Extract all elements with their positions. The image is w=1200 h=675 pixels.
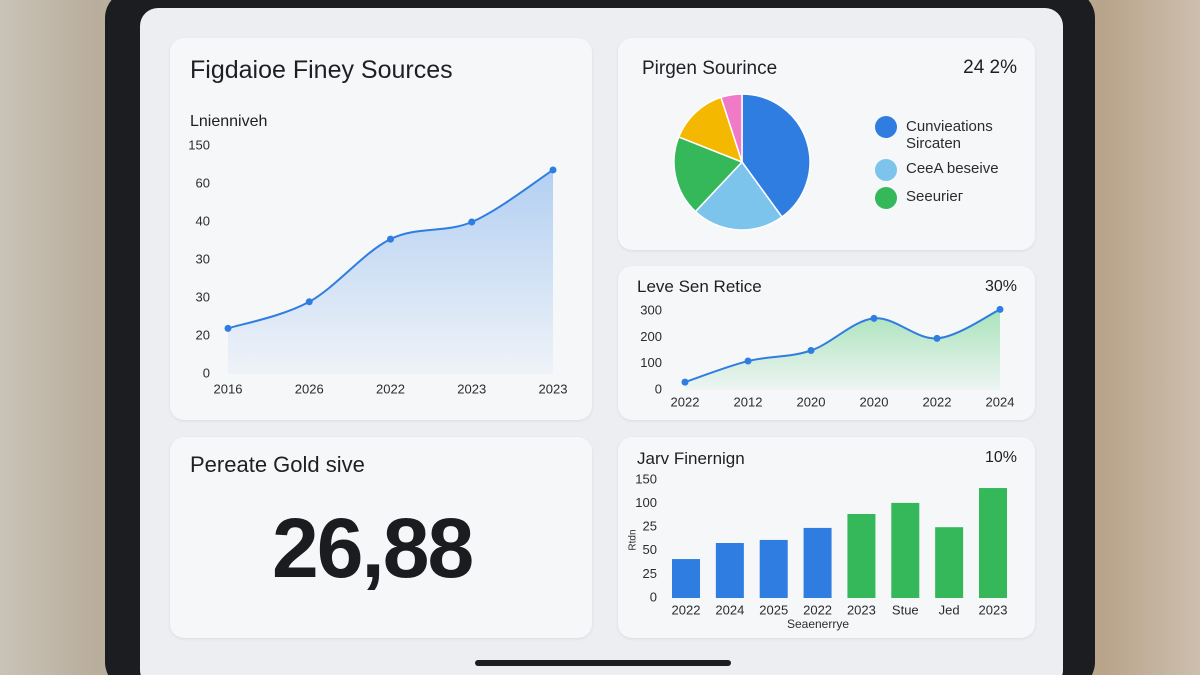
x-tick-label: 2026 (295, 381, 324, 396)
line (684, 308, 1001, 384)
bar (935, 527, 964, 598)
y-tick-label: 300 (640, 302, 662, 317)
point (549, 166, 557, 174)
y-tick-label: 0 (650, 589, 657, 604)
y-tick-label: 60 (196, 175, 210, 190)
pie-slice (741, 93, 811, 219)
point (933, 334, 941, 342)
point (870, 314, 878, 322)
x-tick-label: 2023 (539, 381, 568, 396)
y-tick-label: 0 (203, 365, 210, 380)
y-tick-label: 100 (640, 355, 662, 370)
card-annotation: 30% (984, 278, 1017, 295)
x-tick-label: 2022 (376, 381, 405, 396)
legend-swatch (875, 116, 897, 138)
bar (847, 513, 876, 598)
y-tick-label: 0 (655, 381, 662, 396)
y-tick-label: 200 (640, 329, 662, 344)
y-tick-label: 25 (643, 566, 657, 581)
y-tick-label: 150 (188, 137, 210, 152)
legend-label: CeeA beseive (906, 160, 999, 177)
card-title: Pirgen Sourince (642, 58, 778, 79)
y-tick-label: 20 (196, 327, 210, 342)
point (468, 218, 476, 226)
legend-label: Seeuriег (906, 188, 964, 205)
card (170, 437, 592, 638)
card-subtitle: Lnienniveh (190, 113, 268, 130)
bar (979, 488, 1007, 598)
point (807, 347, 815, 354)
legend-label: Cunvieations Sircaten (906, 118, 993, 152)
x-tick-label: 2012 (734, 394, 763, 409)
card-title: Leve Sen Retice (637, 277, 762, 296)
x-tick-label: 2023 (847, 602, 876, 617)
y-tick-label: 30 (196, 289, 210, 304)
x-tick-label: 2023 (457, 381, 486, 396)
point (681, 378, 689, 386)
point (387, 235, 394, 243)
x-tick-label: 2020 (797, 394, 826, 409)
legend-swatch (875, 187, 897, 209)
x-tick-label: 2023 (979, 602, 1008, 617)
kpi-value: 26,88 (272, 501, 474, 595)
x-tick-label: Jed (939, 602, 960, 617)
point (744, 357, 752, 365)
card-annotation: 24 2% (963, 57, 1017, 78)
bar (803, 527, 832, 598)
x-tick-label: 2022 (672, 602, 701, 617)
area (228, 169, 553, 374)
point (996, 305, 1004, 313)
x-tick-label: 2024 (715, 602, 744, 617)
home-indicator (475, 660, 731, 666)
x-tick-label: 2022 (923, 394, 952, 409)
y-tick-label: 150 (635, 471, 657, 486)
y-tick-label: 50 (643, 542, 657, 557)
x-tick-label: 2024 (986, 394, 1015, 409)
point (305, 298, 313, 306)
bar (672, 559, 700, 598)
x-tick-label: 2022 (803, 602, 832, 617)
y-tick-label: 30 (196, 251, 210, 266)
bar (715, 543, 744, 598)
x-tick-label: 2022 (671, 394, 700, 409)
x-tick-label: 2016 (214, 381, 243, 396)
y-tick-label: 25 (643, 519, 657, 534)
legend-swatch (875, 159, 897, 181)
bar (759, 539, 788, 598)
card-title: Jarv Finernign (637, 449, 745, 468)
x-tick-label: Stue (892, 602, 919, 617)
pie-slice (720, 93, 743, 163)
x-tick-label: 2020 (860, 394, 889, 409)
card-annotation: 10% (984, 449, 1017, 466)
y-axis-label: Rtdn (628, 529, 639, 550)
y-tick-label: 40 (196, 213, 210, 228)
bar (891, 502, 920, 598)
x-tick-label: 2025 (759, 602, 788, 617)
area (685, 309, 1000, 390)
card-title: Figdaioe Finey Sources (190, 56, 453, 84)
kpi-title: Pereate Gold sive (190, 452, 365, 477)
pie-slice (694, 160, 784, 231)
point (224, 324, 232, 332)
x-axis-label: Seaenerrye (787, 617, 849, 631)
y-tick-label: 100 (635, 495, 657, 510)
